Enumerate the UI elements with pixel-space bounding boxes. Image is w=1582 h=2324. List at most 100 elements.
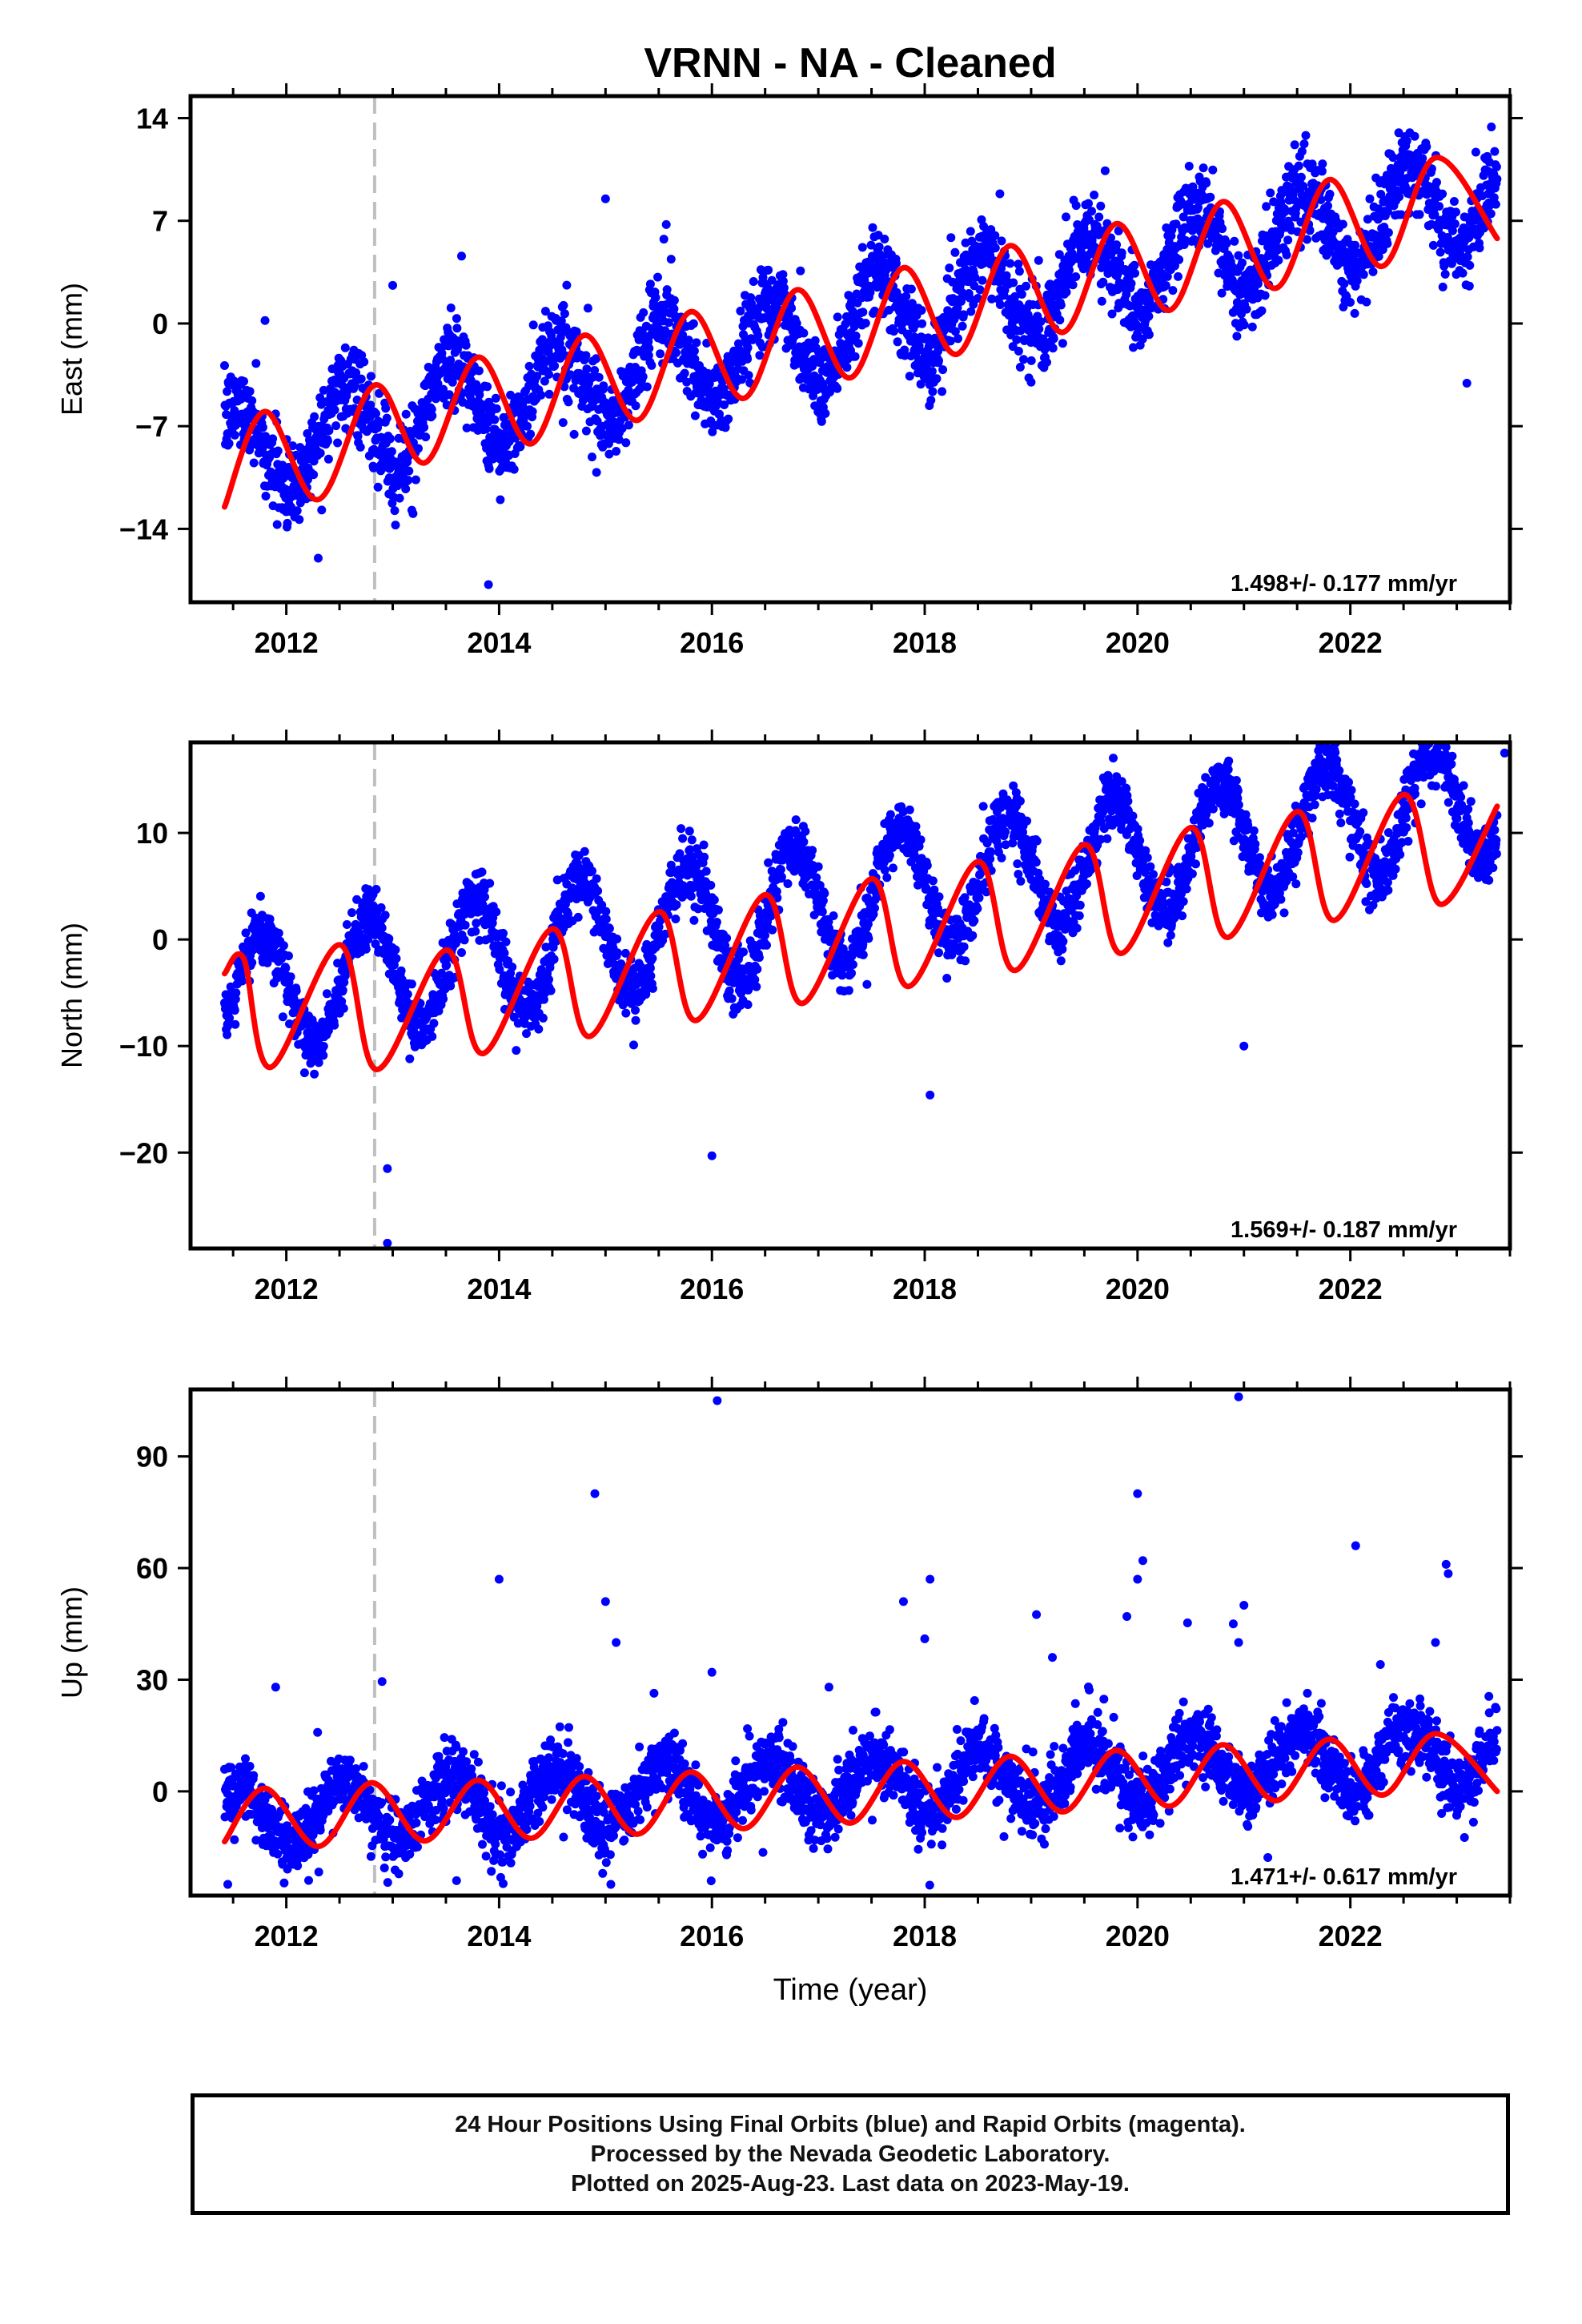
data-point [1178, 212, 1188, 222]
data-point [309, 470, 319, 480]
data-point [680, 368, 689, 378]
data-point [1022, 281, 1030, 291]
data-point [1383, 239, 1392, 248]
data-point [572, 327, 581, 336]
data-point [737, 375, 746, 384]
data-point [229, 376, 239, 386]
data-point [1428, 240, 1438, 250]
y-tick-label: 0 [152, 308, 168, 340]
data-point [934, 347, 942, 356]
outlier-point [313, 553, 323, 563]
data-point [1383, 228, 1393, 237]
data-point [612, 948, 622, 958]
data-point [1346, 298, 1355, 307]
data-point [672, 348, 681, 357]
data-point [499, 928, 508, 938]
outlier-point [260, 316, 270, 325]
data-point [356, 374, 366, 384]
data-point [414, 444, 423, 453]
data-point [950, 247, 960, 257]
data-point [460, 935, 469, 945]
data-point [1464, 281, 1474, 291]
data-point [693, 904, 703, 914]
data-point [928, 876, 938, 886]
data-point [496, 495, 505, 505]
data-point [648, 983, 657, 993]
data-point [540, 307, 550, 316]
data-point [249, 458, 259, 468]
data-point [656, 349, 665, 359]
data-point [672, 900, 681, 910]
data-point [403, 990, 412, 999]
data-point [725, 986, 734, 995]
data-point [1034, 255, 1043, 265]
data-point [666, 255, 676, 264]
data-point [1297, 147, 1307, 156]
data-point [1098, 277, 1108, 287]
data-point [564, 397, 573, 407]
data-point [1458, 268, 1468, 278]
data-point [247, 958, 257, 967]
data-point [401, 485, 411, 493]
data-point [1274, 255, 1283, 265]
data-point [331, 421, 341, 431]
data-point [824, 917, 833, 927]
data-point [480, 892, 489, 902]
x-tick-label: 2012 [255, 626, 319, 659]
data-point [1138, 334, 1147, 344]
data-point [1399, 163, 1409, 172]
data-point [292, 506, 302, 516]
data-point [1054, 250, 1064, 259]
data-point [407, 979, 416, 989]
data-point [749, 277, 758, 286]
data-point [581, 426, 591, 436]
data-point [604, 449, 614, 459]
data-point [943, 306, 953, 316]
data-point [581, 351, 591, 360]
data-point [849, 960, 857, 969]
data-point [224, 439, 234, 448]
data-point [272, 520, 282, 529]
data-point [477, 867, 487, 877]
data-point [1014, 347, 1023, 356]
data-point [281, 963, 291, 973]
data-point [791, 815, 801, 825]
data-point [847, 968, 856, 978]
data-point [966, 307, 976, 316]
data-point [764, 265, 773, 275]
data-point [905, 805, 914, 814]
data-point [323, 436, 332, 446]
data-point [997, 236, 1006, 246]
data-point [279, 941, 288, 951]
data-point [289, 994, 299, 1003]
data-point [773, 893, 782, 903]
data-point [472, 919, 481, 928]
data-point [315, 448, 325, 458]
data-point [953, 303, 962, 312]
data-point [1363, 215, 1372, 224]
data-point [593, 887, 603, 895]
data-point [1303, 235, 1311, 244]
data-point [621, 438, 631, 448]
data-point [833, 384, 842, 393]
data-point [642, 939, 652, 949]
data-point [713, 905, 723, 915]
data-point [1418, 154, 1427, 163]
data-point [1068, 280, 1078, 290]
data-point [892, 259, 901, 268]
data-point [727, 994, 737, 1003]
data-point [1107, 309, 1117, 319]
data-point [815, 881, 825, 890]
data-point [438, 354, 448, 364]
data-point [1359, 270, 1368, 279]
data-point [481, 424, 491, 434]
data-point [678, 330, 688, 340]
data-point [251, 359, 261, 368]
data-point [829, 911, 838, 920]
data-point [889, 863, 897, 873]
data-point [799, 328, 809, 338]
data-point [1320, 235, 1330, 245]
data-point [347, 908, 356, 918]
